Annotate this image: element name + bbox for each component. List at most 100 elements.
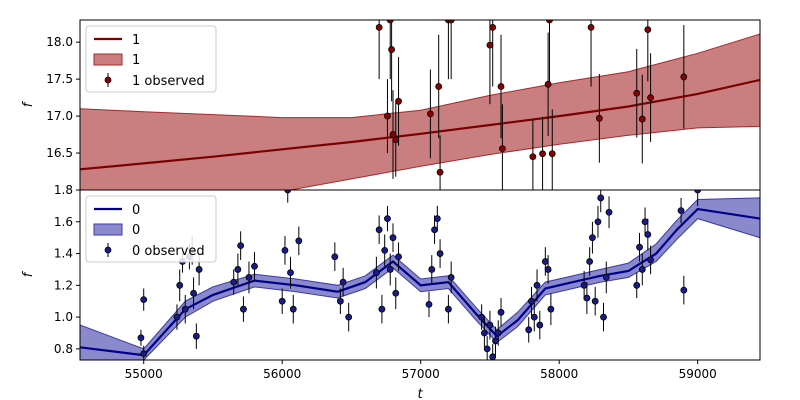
bottom-observed-point: [245, 273, 253, 281]
bottom-observed-point: [392, 289, 400, 297]
top-observed-point: [435, 83, 443, 90]
top-observed-point: [680, 73, 688, 81]
bottom-observed-point: [447, 273, 455, 281]
bottom-observed-point: [602, 273, 610, 281]
bottom-observed-point: [381, 246, 389, 254]
top-observed-point: [486, 41, 494, 49]
bottom-xtick-label: 55000: [125, 367, 163, 381]
bottom-observed-point: [478, 313, 486, 321]
top-observed-point: [548, 150, 556, 158]
bottom-observed-point: [251, 262, 258, 270]
legend-box: [85, 195, 217, 263]
bottom-ytick-label: 1.8: [54, 183, 73, 197]
top-legend: 1 1 1 observed: [85, 25, 217, 93]
bottom-observed-point: [486, 321, 494, 329]
top-observed-point: [447, 20, 455, 24]
legend-label: 0 observed: [132, 244, 205, 259]
bottom-ytick-label: 1.4: [54, 247, 73, 261]
bottom-observed-point: [597, 194, 605, 202]
top-observed-point: [375, 23, 383, 31]
bottom-observed-point: [544, 266, 552, 273]
top-observed-point: [595, 114, 603, 122]
bottom-observed-point: [284, 190, 292, 194]
bottom-observed-point: [281, 246, 289, 254]
x-axis-label: t: [417, 387, 423, 400]
bottom-observed-point: [378, 305, 386, 313]
top-ytick-label: 18.0: [46, 35, 73, 49]
top-observed-point: [544, 80, 552, 88]
bottom-observed-point: [386, 266, 394, 273]
bottom-observed-point: [425, 300, 433, 308]
bottom-xtick-label: 58000: [540, 367, 578, 381]
bottom-observed-point: [140, 296, 148, 304]
bottom-observed-point: [230, 278, 238, 286]
top-observed-point: [392, 136, 400, 144]
top-observed-point: [546, 20, 553, 24]
bottom-confidence-band: [80, 197, 760, 360]
top-ytick-label: 17.5: [46, 72, 73, 86]
bottom-observed-point: [181, 305, 189, 313]
top-observed-point: [386, 20, 394, 24]
bottom-observed-point: [137, 334, 145, 342]
bottom-observed-point: [641, 218, 649, 226]
top-observed-point: [384, 112, 391, 120]
top-observed-point: [499, 145, 506, 153]
bottom-ytick-label: 1.6: [54, 215, 73, 229]
top-observed-point: [644, 26, 652, 34]
bottom-observed-point: [287, 269, 294, 277]
bottom-panel: 0.8 1.0 1.2 1.4 1.6 1.8 55000 56000 57000 58000 59…: [21, 183, 761, 400]
bottom-observed-point: [431, 226, 438, 234]
bottom-observed-point: [331, 253, 339, 261]
bottom-observed-point: [591, 297, 599, 305]
bottom-observed-point: [339, 278, 347, 286]
bottom-observed-point: [636, 243, 643, 251]
bottom-xtick-label: 56000: [263, 367, 301, 381]
bottom-observed-point: [589, 234, 596, 242]
bottom-observed-point: [525, 326, 533, 334]
bottom-ytick-label: 1.2: [54, 278, 73, 292]
bottom-observed-point: [497, 308, 505, 316]
legend-point-swatch: [104, 246, 112, 254]
bottom-observed-point: [295, 237, 303, 245]
bottom-observed-point: [444, 305, 452, 313]
bottom-observed-point: [594, 218, 602, 226]
bottom-observed-point: [234, 266, 242, 273]
top-observed-point: [388, 46, 396, 53]
legend-label: 1: [132, 53, 140, 68]
bottom-observed-point: [176, 281, 184, 289]
top-confidence-band: [80, 33, 760, 190]
bottom-observed-point: [530, 313, 538, 321]
bottom-observed-point: [384, 215, 391, 222]
bottom-observed-point: [536, 321, 544, 329]
bottom-observed-point: [436, 250, 444, 257]
top-observed-point: [395, 97, 402, 105]
top-observed-point: [497, 83, 505, 90]
bottom-observed-point: [489, 353, 497, 360]
bottom-observed-point: [480, 329, 488, 337]
bottom-observed-point: [336, 297, 344, 305]
bottom-observed-point: [647, 256, 654, 264]
legend-point-swatch: [104, 76, 112, 84]
bottom-observed-point: [583, 294, 591, 302]
bottom-observed-point: [633, 281, 641, 289]
bottom-ytick-label: 0.8: [54, 342, 73, 356]
top-ytick-label: 16.5: [46, 146, 73, 160]
legend-label: 1: [132, 33, 140, 48]
bottom-observed-point: [638, 266, 646, 273]
bottom-observed-point: [677, 207, 685, 215]
bottom-observed-point: [580, 281, 588, 289]
top-observed-point: [426, 110, 434, 118]
bottom-observed-point: [375, 226, 383, 234]
bottom-observed-point: [190, 289, 197, 297]
legend-label: 1 observed: [132, 74, 205, 89]
bottom-plot-area: [80, 190, 760, 360]
bottom-observed-point: [240, 305, 247, 313]
legend-band-swatch: [93, 223, 123, 236]
top-observed-point: [539, 150, 546, 158]
top-observed-point: [638, 115, 646, 123]
bottom-observed-point: [433, 215, 441, 222]
bottom-xtick-label: 57000: [402, 367, 440, 381]
top-mean-line: [80, 78, 760, 171]
bottom-observed-point: [192, 332, 200, 340]
